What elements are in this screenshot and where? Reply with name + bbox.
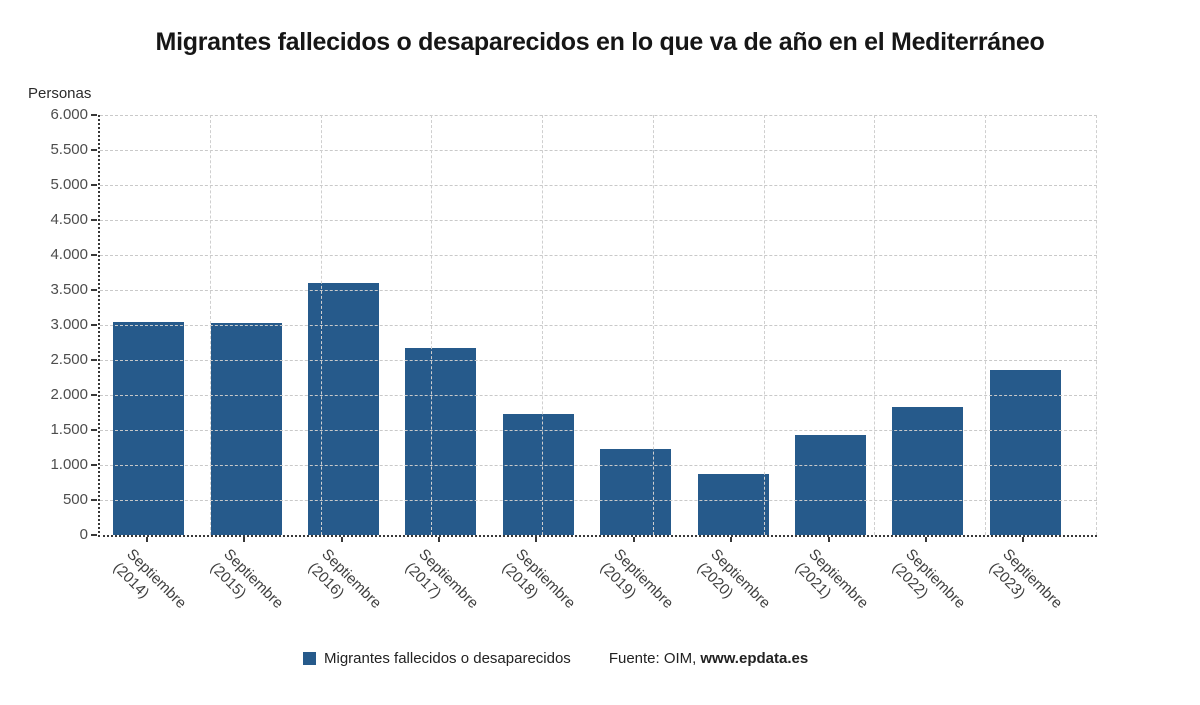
x-axis-tick <box>340 537 343 542</box>
y-axis-tick <box>91 324 97 326</box>
x-axis-tick <box>827 537 830 542</box>
y-axis-tick <box>91 254 97 256</box>
y-axis-label: 5.000 <box>50 176 88 193</box>
v-gridline <box>1096 115 1097 535</box>
v-gridline <box>542 115 544 535</box>
legend-swatch-icon <box>303 652 316 665</box>
bar-slot <box>879 115 976 535</box>
h-gridline <box>100 290 1097 291</box>
x-axis-label: Septiembre (2020) <box>693 545 774 626</box>
h-gridline <box>100 395 1097 396</box>
y-axis-label: 6.000 <box>50 106 88 123</box>
h-gridline <box>100 430 1097 431</box>
bar-2023 <box>989 370 1061 535</box>
bar-slot <box>295 115 392 535</box>
source-label: Fuente: OIM, <box>608 650 697 667</box>
bar-2017 <box>405 348 477 535</box>
y-axis-tick <box>91 149 97 151</box>
bar-slot <box>782 115 879 535</box>
x-axis-tick <box>632 537 635 542</box>
bars-row <box>100 115 1074 535</box>
y-axis-label: 3.000 <box>50 316 88 333</box>
y-axis-label: 1.500 <box>50 421 88 438</box>
x-axis-tick <box>924 537 927 542</box>
bar-2014 <box>113 322 185 535</box>
y-axis-tick <box>91 114 97 116</box>
bar-slot <box>684 115 781 535</box>
legend-series-label: Migrantes fallecidos o desaparecidos <box>324 650 571 667</box>
bar-slot <box>490 115 587 535</box>
v-gridline <box>874 115 876 535</box>
v-gridline <box>652 115 654 535</box>
bar-slot <box>100 115 197 535</box>
x-axis-tick <box>730 537 733 542</box>
x-axis-tick <box>145 537 148 542</box>
bar-2020 <box>697 473 769 535</box>
y-axis-label: 2.500 <box>50 351 88 368</box>
x-axis-label: Septiembre (2016) <box>304 545 385 626</box>
source-site-label: www.epdata.es <box>700 650 809 667</box>
y-axis-label: 3.500 <box>50 281 88 298</box>
bar-slot <box>587 115 684 535</box>
v-gridline <box>320 115 322 535</box>
x-axis-label: Septiembre (2019) <box>596 545 677 626</box>
bar-2015 <box>210 323 282 535</box>
h-gridline <box>100 185 1097 186</box>
y-axis-label: 4.000 <box>50 246 88 263</box>
h-gridline <box>100 150 1097 151</box>
h-gridline <box>100 220 1097 221</box>
legend: Migrantes fallecidos o desaparecidos Fue… <box>303 650 808 667</box>
v-gridline <box>431 115 433 535</box>
x-axis-label: Septiembre (2022) <box>888 545 969 626</box>
y-axis-tick <box>91 394 97 396</box>
y-axis-label: 4.500 <box>50 211 88 228</box>
h-gridline <box>100 325 1097 326</box>
x-axis-label: Septiembre (2021) <box>791 545 872 626</box>
y-axis-label: 5.500 <box>50 141 88 158</box>
bar-2018 <box>502 413 574 535</box>
v-gridline <box>209 115 211 535</box>
y-axis-title: Personas <box>28 85 92 102</box>
h-gridline <box>100 360 1097 361</box>
x-axis-label: Septiembre (2018) <box>498 545 579 626</box>
x-axis-tick <box>437 537 440 542</box>
plot-area <box>98 115 1097 537</box>
h-gridline <box>100 500 1097 501</box>
chart-title: Migrantes fallecidos o desaparecidos en … <box>155 28 1045 56</box>
bar-2021 <box>794 434 866 535</box>
x-axis-tick <box>1022 537 1025 542</box>
y-axis-label: 1.000 <box>50 456 88 473</box>
x-axis-label: Septiembre (2017) <box>401 545 482 626</box>
y-axis-label: 500 <box>62 491 88 508</box>
y-axis-tick <box>91 359 97 361</box>
x-axis-label: Septiembre (2015) <box>206 545 287 626</box>
y-axis-tick <box>91 184 97 186</box>
y-axis-tick <box>91 429 97 431</box>
bar-2022 <box>892 406 964 535</box>
bar-2019 <box>600 448 672 535</box>
x-axis-label: Septiembre (2014) <box>109 545 190 626</box>
x-axis-tick <box>535 537 538 542</box>
bar-slot <box>392 115 489 535</box>
bar-slot <box>197 115 294 535</box>
y-axis-tick <box>91 219 97 221</box>
y-axis-label: 0 <box>79 526 88 543</box>
x-axis-label: Septiembre (2023) <box>985 545 1066 626</box>
bar-2016 <box>307 282 379 535</box>
h-gridline <box>100 255 1097 256</box>
y-axis-label: 2.000 <box>50 386 88 403</box>
h-gridline <box>100 465 1097 466</box>
x-axis-tick <box>243 537 246 542</box>
h-gridline <box>100 115 1097 116</box>
bar-slot <box>977 115 1074 535</box>
v-gridline <box>985 115 987 535</box>
y-axis-tick <box>91 289 97 291</box>
y-axis-tick <box>91 534 97 536</box>
y-axis-tick <box>91 499 97 501</box>
y-axis-tick <box>91 464 97 466</box>
v-gridline <box>763 115 765 535</box>
